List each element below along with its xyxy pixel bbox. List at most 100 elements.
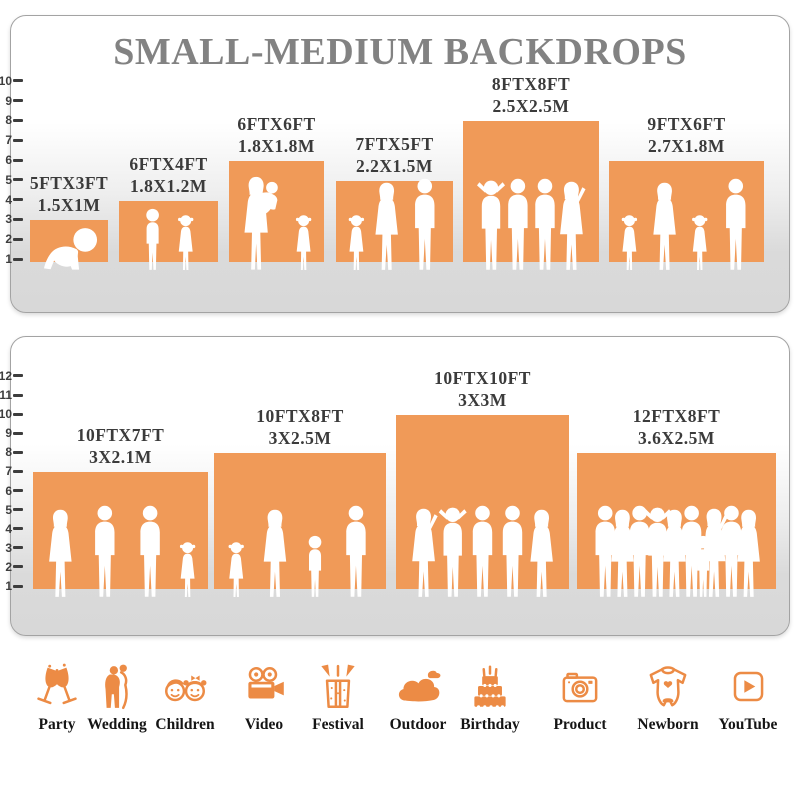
man-silhouette — [681, 505, 702, 597]
category-wedding: Wedding — [69, 662, 165, 734]
axis-tick — [13, 489, 23, 492]
category-children: Children — [137, 662, 233, 734]
backdrop-size-label: 10FTX10FT 3X3M — [434, 368, 531, 411]
axis-tick-label: 10 — [0, 73, 12, 88]
man-silhouette — [629, 505, 650, 597]
woman-silhouette — [49, 509, 72, 597]
backdrop-size-label: 10FTX7FT 3X2.1M — [76, 425, 165, 468]
video-icon — [248, 667, 284, 699]
category-label: YouTube — [718, 716, 778, 733]
birthday-icon — [474, 665, 506, 709]
axis-tick-label: 12 — [0, 368, 12, 383]
category-product: Product — [532, 662, 628, 734]
people-silhouettes — [146, 208, 194, 271]
girl-silhouette — [348, 215, 365, 271]
baby-crawling-silhouette — [44, 228, 98, 270]
category-label: Party — [38, 716, 76, 733]
axis-tick-label: 10 — [0, 407, 12, 422]
girl-silhouette — [179, 542, 196, 598]
boy-silhouette — [146, 208, 159, 270]
category-newborn: Newborn — [620, 662, 716, 734]
axis-tick-label: 3 — [5, 212, 12, 227]
category-outdoor: Outdoor — [370, 662, 466, 734]
axis-tick-label: 5 — [5, 502, 12, 517]
woman-silhouette — [263, 509, 287, 597]
category-label: Birthday — [460, 716, 520, 733]
category-label: Video — [244, 716, 284, 733]
category-birthday: Birthday — [442, 662, 538, 734]
category-festival: Festival — [290, 662, 386, 734]
axis-tick — [13, 118, 23, 122]
axis-tick-label: 7 — [5, 133, 12, 148]
axis-tick-label: 9 — [5, 93, 12, 108]
axis-tick — [13, 237, 23, 241]
chart-lower-section: 10FTX7FT 3X2.1M 10FTX8FT 3X2.5M 10FTX10FT 3X3… — [0, 336, 800, 636]
backdrop-size-label: 6FTX6FT 1.8X1.8M — [237, 114, 316, 156]
festival-icon — [321, 664, 355, 709]
backdrop-size-label: 9FTX6FT 2.7X1.8M — [647, 114, 726, 156]
axis-tick-label: 4 — [5, 521, 12, 536]
axis-tick — [13, 257, 23, 261]
backdrop-size-label: 10FTX8FT 3X2.5M — [256, 406, 344, 449]
axis-tick — [13, 584, 23, 588]
woman-holding-child-silhouette — [244, 176, 278, 270]
girl-silhouette — [621, 215, 638, 271]
people-silhouettes — [228, 505, 366, 598]
girl-silhouette — [228, 542, 244, 598]
axis-tick — [13, 412, 23, 416]
axis-tick-label: 6 — [5, 153, 12, 167]
category-party: Party — [9, 662, 105, 734]
man-silhouette — [502, 505, 523, 597]
backdrop-bar-6ftx4ft — [119, 200, 218, 262]
youtube-icon — [733, 671, 764, 702]
axis-tick — [13, 565, 23, 569]
chart-lower-panel: 10FTX7FT 3X2.1M 10FTX8FT 3X2.5M 10FTX10FT 3X3… — [10, 336, 790, 636]
axis-tick-label: 2 — [5, 559, 12, 574]
people-silhouettes — [477, 178, 586, 270]
people-silhouettes — [348, 178, 435, 271]
backdrop-size-label: 5FTX3FT 1.5X1M — [29, 173, 109, 216]
axis-tick — [13, 178, 23, 182]
axis-tick-label: 7 — [5, 464, 12, 479]
woman-silhouette — [737, 509, 760, 597]
axis-tick-label: 1 — [5, 579, 12, 593]
party-icon — [37, 663, 77, 705]
backdrop-size-label: 12FTX8FT 3.6X2.5M — [632, 406, 721, 449]
man-silhouette — [472, 505, 493, 597]
woman-silhouette — [375, 182, 398, 270]
axis-tick — [13, 450, 23, 454]
boy-silhouette — [308, 535, 322, 597]
girl-silhouette — [692, 215, 708, 271]
category-youtube: YouTube — [700, 662, 796, 734]
category-label: Children — [155, 716, 215, 733]
category-label: Wedding — [87, 716, 147, 733]
axis-tick — [13, 158, 23, 162]
category-video: Video — [216, 662, 312, 734]
man-silhouette — [595, 505, 615, 597]
outdoor-icon — [398, 670, 441, 702]
axis-tick — [13, 508, 23, 512]
axis-tick — [13, 198, 23, 202]
axis-tick — [13, 99, 23, 103]
category-label: Product — [553, 716, 607, 733]
axis-tick — [13, 138, 23, 142]
axis-tick — [13, 374, 23, 378]
axis-tick-label: 9 — [5, 426, 12, 441]
axis-tick — [13, 546, 23, 550]
axis-tick-label: 5 — [5, 172, 12, 187]
axis-tick-label: 2 — [5, 232, 12, 247]
axis-tick-label: 1 — [5, 252, 12, 266]
chart-upper-panel: SMALL-MEDIUM BACKDROPS 5FTX3FT 1.5X1M 6FTX… — [10, 15, 790, 313]
backdrop-size-label: 6FTX4FT 1.8X1.2M — [129, 153, 208, 196]
category-row: Party Wedding Children — [0, 662, 800, 762]
man-arms-up-silhouette — [477, 180, 506, 270]
children-icon — [165, 675, 207, 702]
axis-tick — [13, 79, 23, 83]
man-silhouette — [140, 505, 160, 597]
wedding-icon — [105, 664, 128, 710]
woman-arm-up-silhouette — [412, 508, 438, 597]
axis-tick-label: 6 — [5, 483, 12, 498]
man-silhouette — [95, 505, 115, 597]
axis-tick-label: 3 — [5, 540, 12, 555]
girl-silhouette — [178, 215, 194, 271]
